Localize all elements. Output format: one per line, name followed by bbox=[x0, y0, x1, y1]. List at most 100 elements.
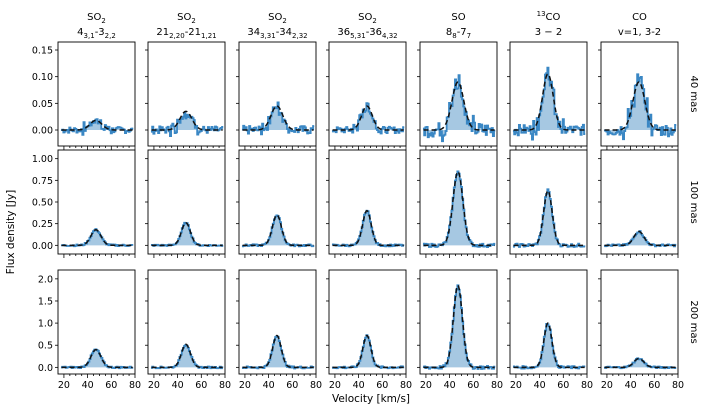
x-tick-label: 20 bbox=[239, 380, 251, 391]
title-subscript: 2 bbox=[372, 17, 376, 25]
panel-r0-c4 bbox=[417, 41, 498, 150]
y-tick-label: 0.50 bbox=[32, 198, 53, 209]
model-curve bbox=[332, 209, 404, 247]
panel-r0-c3 bbox=[326, 41, 407, 150]
row-label: 100 mas bbox=[688, 180, 699, 223]
column-title-line2: v=1, 3-2 bbox=[618, 27, 661, 38]
column-title-line1: SO2 bbox=[358, 12, 377, 25]
observed-spectrum-line bbox=[512, 66, 586, 141]
title-subscript: 5,31 bbox=[350, 32, 366, 40]
title-subscript: 3,1 bbox=[84, 32, 95, 40]
x-tick-label: 40 bbox=[353, 380, 365, 391]
observed-fill bbox=[331, 210, 405, 247]
x-tick-label: 40 bbox=[82, 380, 94, 391]
title-text: -34 bbox=[276, 27, 292, 38]
x-tick-label: 20 bbox=[329, 380, 341, 391]
column-title-line2: 343,31-342,32 bbox=[247, 27, 307, 40]
panel-r2-c2: 20 40 60 80 bbox=[236, 269, 322, 391]
x-tick-label: 60 bbox=[376, 380, 388, 391]
column-title-line2: 212,20-211,21 bbox=[156, 27, 216, 40]
panel-frame bbox=[600, 269, 679, 375]
title-subscript: 1,21 bbox=[201, 32, 217, 40]
panel-frame bbox=[57, 269, 136, 375]
title-text: 34 bbox=[247, 27, 260, 38]
model-curve bbox=[151, 110, 223, 131]
x-tick-label: 60 bbox=[286, 380, 298, 391]
x-axis-label: Velocity [km/s] bbox=[332, 393, 410, 405]
x-tick-label: 40 bbox=[172, 380, 184, 391]
model-curve bbox=[151, 343, 223, 369]
panel-r0-c2 bbox=[236, 41, 317, 150]
observed-fill bbox=[422, 171, 496, 248]
panel-frame bbox=[419, 269, 498, 375]
panel-r1-c3 bbox=[326, 149, 407, 258]
title-text: -36 bbox=[366, 27, 382, 38]
title-text: 4 bbox=[77, 27, 83, 38]
panel-r2-c5: 20 40 60 80 bbox=[507, 269, 593, 391]
title-subscript: 8 bbox=[452, 32, 456, 40]
observed-fill bbox=[331, 103, 405, 134]
title-subscript: 2 bbox=[191, 17, 195, 25]
column-titles: SO243,1-32,2SO2212,20-211,21SO2343,31-34… bbox=[77, 10, 661, 40]
y-axis-label: Flux density [Jy] bbox=[5, 190, 17, 275]
title-subscript: 2 bbox=[282, 17, 286, 25]
title-subscript: 3,31 bbox=[260, 32, 276, 40]
model-curve bbox=[604, 230, 676, 247]
panel-r2-c0: 20 40 60 80 0.0 0.5 1.0 1.5 2.0 bbox=[38, 269, 141, 391]
panel-r0-c0: 0.00 0.05 0.10 0.15 bbox=[32, 41, 136, 150]
x-tick-label: 60 bbox=[648, 380, 660, 391]
model-curve bbox=[332, 334, 404, 369]
column-title-line1: 13CO bbox=[537, 10, 561, 23]
panel-r0-c6 bbox=[598, 41, 679, 150]
observed-fill bbox=[512, 189, 586, 247]
model-curve bbox=[61, 119, 133, 131]
observed-fill bbox=[241, 102, 315, 135]
title-text: v=1, 3-2 bbox=[618, 27, 661, 38]
title-text: -3 bbox=[95, 27, 105, 38]
observed-fill bbox=[512, 323, 586, 369]
observed-spectrum-line bbox=[60, 118, 134, 136]
title-main: SO bbox=[451, 12, 465, 23]
panel-r1-c6 bbox=[598, 149, 679, 258]
column-title-line1: SO2 bbox=[177, 12, 196, 25]
model-curve bbox=[423, 170, 495, 247]
x-tick-label: 40 bbox=[444, 380, 456, 391]
observed-spectrum-line bbox=[603, 73, 677, 141]
title-subscript: 2 bbox=[101, 17, 105, 25]
title-main: SO bbox=[177, 12, 191, 23]
row-label: 40 mas bbox=[688, 76, 699, 113]
title-main: CO bbox=[632, 12, 647, 23]
model-curve bbox=[604, 357, 676, 369]
model-curve bbox=[151, 222, 223, 247]
panel-frame bbox=[238, 269, 317, 375]
x-tick-label: 20 bbox=[58, 380, 70, 391]
x-tick-label: 80 bbox=[672, 380, 684, 391]
model-curve bbox=[604, 81, 676, 131]
panel-r2-c1: 20 40 60 80 bbox=[145, 269, 231, 391]
panel-r1-c4 bbox=[417, 149, 498, 258]
observed-fill bbox=[603, 358, 677, 369]
panel-r0-c1 bbox=[145, 41, 226, 150]
title-text: 8 bbox=[446, 27, 452, 38]
y-tick-label: 0.5 bbox=[38, 341, 53, 352]
x-tick-label: 80 bbox=[581, 380, 593, 391]
observed-spectrum-line bbox=[512, 188, 586, 248]
observed-fill bbox=[150, 344, 224, 369]
y-tick-label: 0.15 bbox=[32, 46, 53, 57]
model-curve bbox=[513, 73, 585, 131]
observed-fill bbox=[150, 222, 224, 247]
title-main: SO bbox=[268, 12, 282, 23]
panel-r1-c0: 0.00 0.25 0.50 0.75 1.00 bbox=[32, 149, 136, 258]
panel-frame bbox=[509, 269, 588, 375]
observed-spectrum-line bbox=[331, 102, 405, 135]
title-text: 36 bbox=[337, 27, 350, 38]
x-tick-label: 80 bbox=[219, 380, 231, 391]
observed-fill bbox=[331, 335, 405, 369]
observed-fill bbox=[603, 231, 677, 247]
title-main: CO bbox=[546, 12, 561, 23]
row-label: 200 mas bbox=[688, 300, 699, 343]
title-text: -7 bbox=[457, 27, 467, 38]
x-tick-label: 20 bbox=[148, 380, 160, 391]
title-subscript: 2,20 bbox=[169, 32, 185, 40]
